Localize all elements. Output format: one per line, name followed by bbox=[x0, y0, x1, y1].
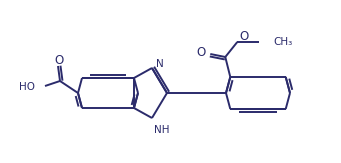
Text: HO: HO bbox=[19, 82, 35, 92]
Text: O: O bbox=[196, 46, 205, 59]
Text: N: N bbox=[156, 59, 164, 69]
Text: NH: NH bbox=[154, 125, 169, 135]
Text: CH₃: CH₃ bbox=[273, 37, 293, 47]
Text: O: O bbox=[54, 54, 64, 67]
Text: O: O bbox=[239, 30, 249, 44]
